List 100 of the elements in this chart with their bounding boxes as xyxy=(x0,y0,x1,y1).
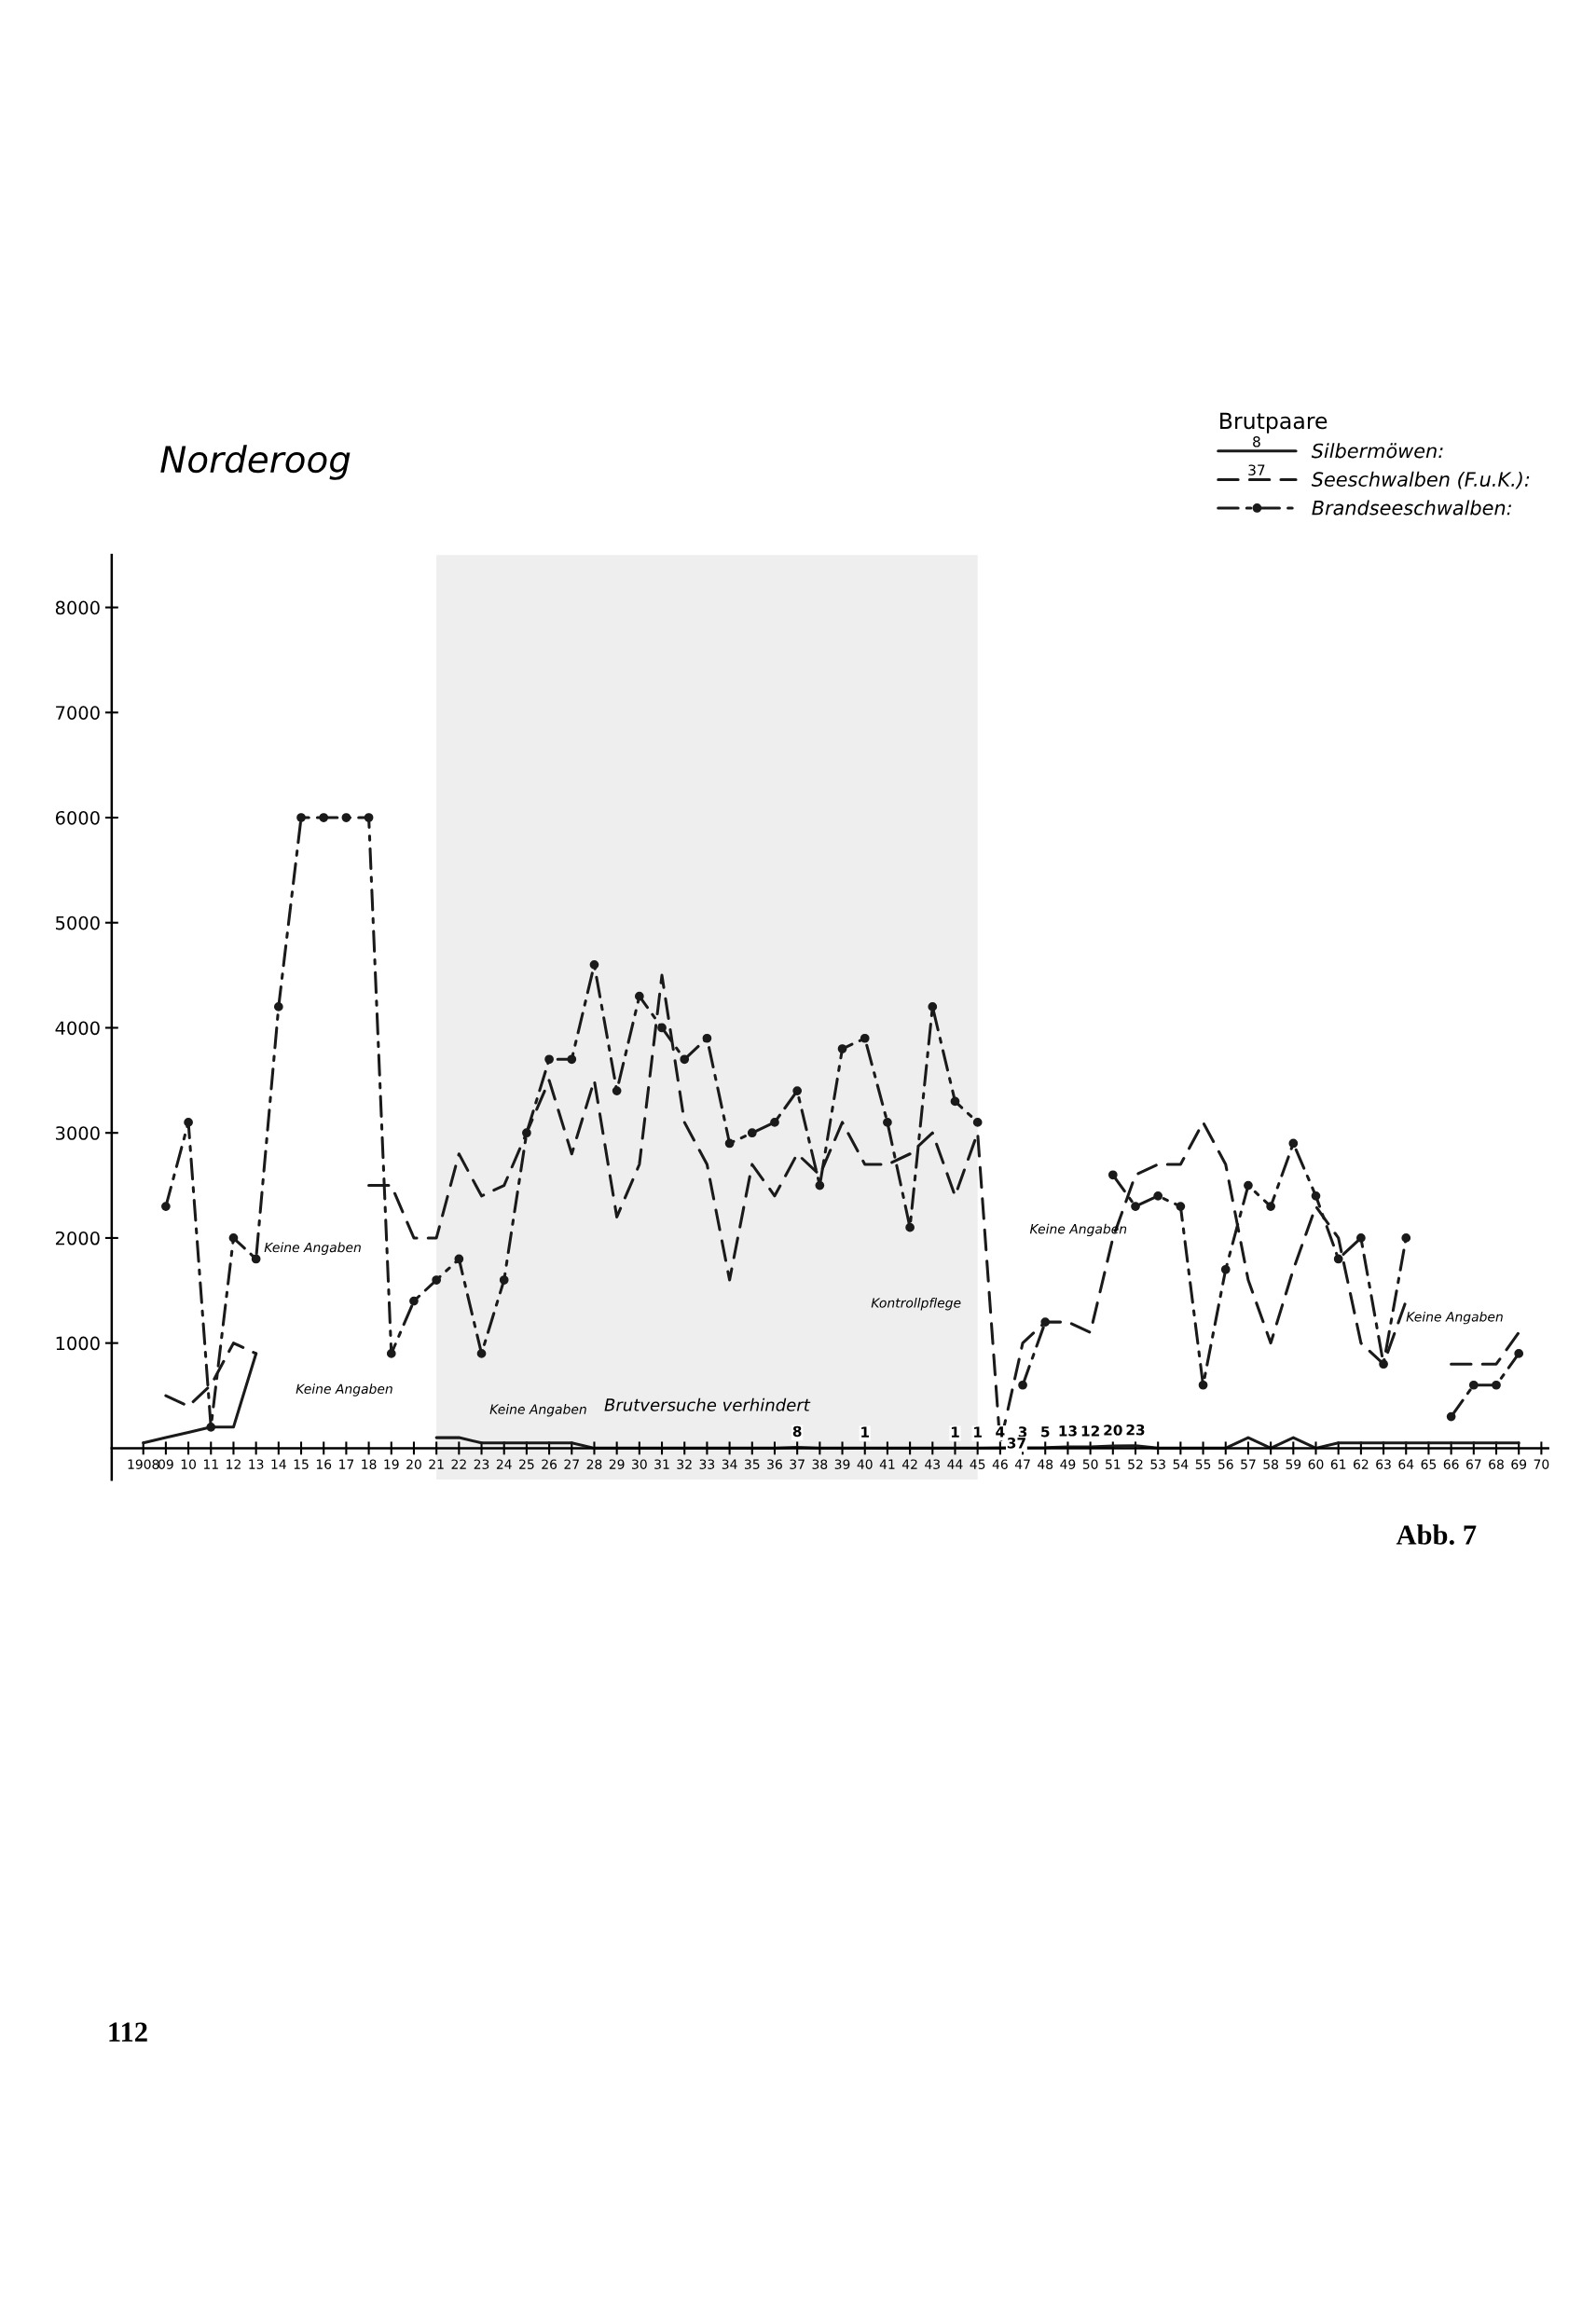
x-tick-label: 24 xyxy=(496,1459,512,1469)
point xyxy=(454,1254,464,1264)
point xyxy=(432,1275,442,1285)
point xyxy=(251,1254,261,1264)
x-tick-label: 50 xyxy=(1082,1459,1098,1469)
y-tick-label: 1000 xyxy=(56,1336,100,1351)
caption: Abb. 7 xyxy=(1396,1524,1477,1545)
y-tick-label: 8000 xyxy=(55,600,100,615)
point xyxy=(883,1118,892,1127)
x-tick-label: 17 xyxy=(339,1459,354,1469)
x-tick-label: 65 xyxy=(1421,1459,1437,1469)
x-tick-label: 48 xyxy=(1038,1459,1053,1469)
y-tick-label: 4000 xyxy=(55,1021,100,1036)
point xyxy=(589,959,599,970)
data-label: 13 xyxy=(1059,1425,1077,1437)
x-tick-label: 26 xyxy=(542,1459,557,1469)
x-tick-label: 41 xyxy=(879,1459,895,1469)
point xyxy=(1220,1264,1231,1274)
x-tick-label: 16 xyxy=(316,1459,332,1469)
point xyxy=(1356,1233,1366,1243)
x-tick-label: 28 xyxy=(586,1459,602,1469)
x-tick-label: 61 xyxy=(1330,1459,1346,1469)
x-tick-label: 40 xyxy=(857,1459,873,1469)
x-tick-label: 15 xyxy=(294,1459,309,1469)
point xyxy=(770,1118,779,1127)
point xyxy=(1018,1380,1027,1390)
point xyxy=(522,1128,531,1138)
x-tick-label: 21 xyxy=(429,1459,444,1469)
x-tick-label: 66 xyxy=(1443,1459,1459,1469)
x-tick-label: 39 xyxy=(834,1459,850,1469)
point xyxy=(1379,1359,1388,1369)
legend-label: Seeschwalben (F.u.K.): xyxy=(1311,471,1530,489)
legend-label: Silbermöwen: xyxy=(1311,443,1443,459)
x-tick-label: 47 xyxy=(1014,1459,1030,1469)
point xyxy=(1311,1190,1321,1201)
text: 8 xyxy=(1253,435,1260,447)
x-tick-label: 20 xyxy=(406,1459,421,1469)
point xyxy=(386,1349,396,1358)
x-tick-label: 19 xyxy=(384,1459,399,1469)
x-tick-label: 33 xyxy=(699,1459,715,1469)
x-tick-label: 51 xyxy=(1106,1459,1121,1469)
point xyxy=(1198,1380,1208,1390)
point xyxy=(1266,1202,1275,1211)
x-tick-label: 35 xyxy=(745,1459,760,1469)
x-tick-label: 52 xyxy=(1128,1459,1143,1469)
x-tick-label: 30 xyxy=(632,1459,647,1469)
point xyxy=(634,991,644,1001)
x-tick-label: 46 xyxy=(992,1459,1008,1469)
x-tick-label: 57 xyxy=(1241,1459,1256,1469)
data-label: 37 xyxy=(1007,1438,1025,1449)
text: 37 xyxy=(1248,464,1265,475)
point xyxy=(319,813,329,822)
y-tick-label: 7000 xyxy=(56,706,100,720)
y-tick-label: 3000 xyxy=(56,1126,100,1140)
x-tick-label: 43 xyxy=(925,1459,941,1469)
point xyxy=(680,1054,690,1065)
annotation: Keine Angaben xyxy=(489,1404,586,1417)
data-label: 1 xyxy=(951,1426,959,1438)
point xyxy=(702,1033,712,1043)
x-tick-label: 10 xyxy=(181,1459,196,1469)
point xyxy=(544,1054,554,1065)
point xyxy=(724,1138,735,1149)
x-tick-label: 31 xyxy=(654,1459,669,1469)
x-tick-label: 13 xyxy=(249,1459,264,1469)
x-tick-label: 11 xyxy=(203,1459,218,1469)
x-tick-label: 44 xyxy=(947,1459,963,1469)
data-label: 8 xyxy=(792,1425,802,1438)
x-tick-label: 37 xyxy=(790,1459,805,1469)
data-label: 1 xyxy=(861,1426,869,1438)
data-label: 12 xyxy=(1081,1425,1099,1437)
data-label: 4 xyxy=(996,1426,1005,1438)
x-tick-label: 12 xyxy=(227,1459,241,1469)
annotation: Keine Angaben xyxy=(1406,1311,1503,1325)
x-tick-label: 49 xyxy=(1060,1459,1076,1469)
point xyxy=(1153,1190,1163,1201)
data-label: 23 xyxy=(1126,1424,1145,1436)
data-label: 3 xyxy=(1018,1426,1027,1438)
x-tick-label: 34 xyxy=(722,1459,737,1469)
point xyxy=(1131,1202,1140,1211)
x-tick-label: 36 xyxy=(767,1459,782,1469)
annotation: Keine Angaben xyxy=(264,1242,361,1255)
point xyxy=(184,1118,193,1127)
x-tick-label: 22 xyxy=(451,1459,466,1469)
x-tick-label: 53 xyxy=(1150,1459,1165,1469)
point xyxy=(1288,1138,1299,1149)
point xyxy=(1468,1380,1479,1390)
point xyxy=(409,1296,419,1306)
point xyxy=(972,1118,983,1127)
data-label: 5 xyxy=(1041,1426,1050,1438)
point xyxy=(905,1222,915,1232)
point xyxy=(1244,1180,1253,1190)
point xyxy=(928,1002,938,1012)
point xyxy=(860,1033,870,1043)
x-tick-label: 64 xyxy=(1398,1459,1414,1469)
x-tick-label: 56 xyxy=(1218,1459,1233,1469)
point xyxy=(1176,1202,1186,1211)
x-tick-label: 14 xyxy=(271,1459,286,1469)
point xyxy=(837,1044,847,1053)
point xyxy=(341,813,351,822)
x-tick-label: 45 xyxy=(970,1459,985,1469)
